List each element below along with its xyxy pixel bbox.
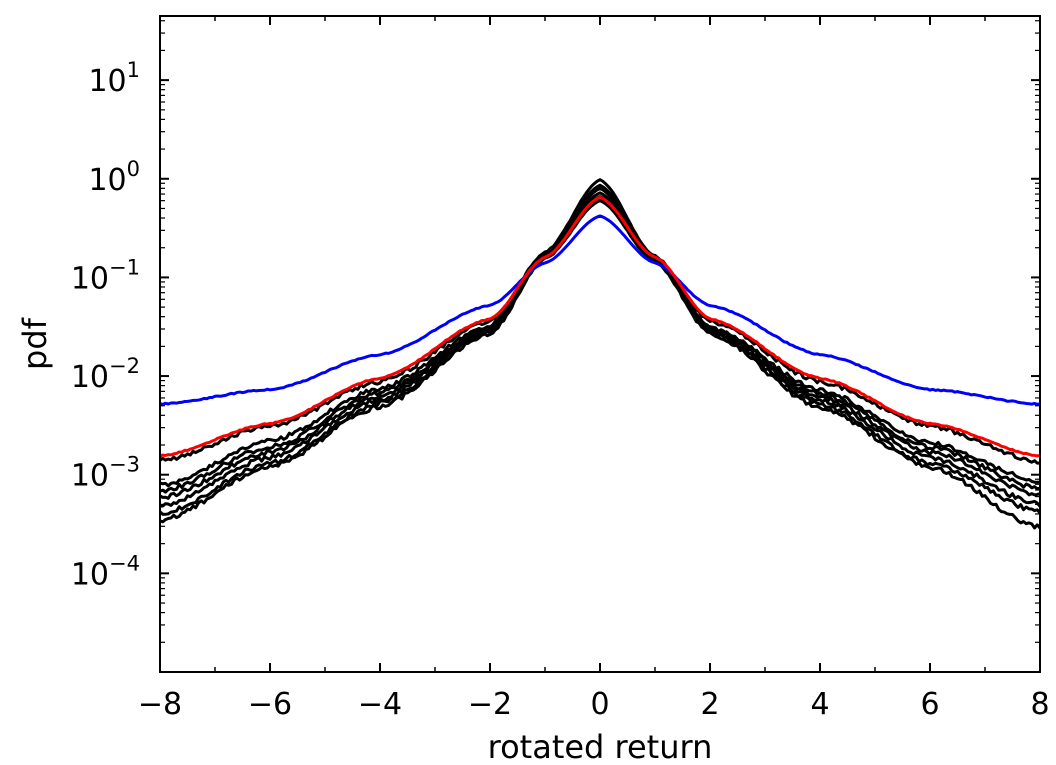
x-tick-label: −8 xyxy=(138,687,182,722)
series-line-red xyxy=(159,195,1041,458)
x-tick-label: −2 xyxy=(468,687,512,722)
y-tick-label: 101 xyxy=(88,58,140,99)
x-tick-label: −6 xyxy=(248,687,292,722)
plot-frame xyxy=(159,15,1041,673)
series-line-blue xyxy=(159,214,1041,406)
x-tick-label: 0 xyxy=(590,687,609,722)
series-line-black-7 xyxy=(159,199,1042,530)
y-tick-label: 10−1 xyxy=(71,255,140,296)
y-tick-label: 10−3 xyxy=(71,453,140,494)
series-line-black-5 xyxy=(159,191,1042,508)
series-line-black-3 xyxy=(159,183,1041,494)
y-tick-label: 100 xyxy=(88,157,140,198)
y-axis-label: pdf xyxy=(16,317,54,370)
x-tick-label: 8 xyxy=(1030,687,1049,722)
series-line-black-4 xyxy=(159,186,1041,500)
series-layer xyxy=(158,178,1042,530)
x-tick-label: 2 xyxy=(700,687,719,722)
y-tick-label: 10−4 xyxy=(71,551,140,592)
x-tick-label: 6 xyxy=(920,687,939,722)
x-tick-label: −4 xyxy=(358,687,402,722)
x-tick-label: 4 xyxy=(810,687,829,722)
y-tick-label: 10−2 xyxy=(71,354,140,395)
series-line-black-2 xyxy=(159,178,1041,488)
x-axis-label: rotated return xyxy=(488,728,713,765)
